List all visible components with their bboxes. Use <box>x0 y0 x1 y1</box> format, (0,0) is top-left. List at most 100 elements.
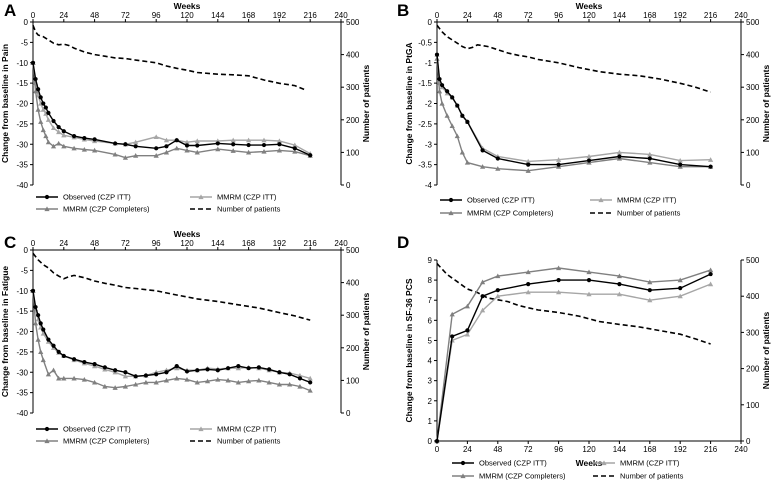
data-point-completers <box>449 311 455 317</box>
y2-tick-label: 500 <box>746 18 760 27</box>
data-point-observed <box>460 113 465 118</box>
x-tick-label: 216 <box>304 239 318 248</box>
data-point-completers <box>143 379 149 385</box>
data-point-completers <box>677 277 683 283</box>
x-tick-label: 168 <box>242 11 256 20</box>
data-point-observed <box>46 110 51 115</box>
data-point-completers <box>215 376 221 382</box>
data-point-completers <box>92 379 98 385</box>
series-line-patients <box>32 25 306 91</box>
data-point-completers <box>307 387 313 393</box>
y2-tick-label: 200 <box>746 365 760 374</box>
data-point-completers <box>44 438 50 444</box>
x-tick-label: 216 <box>304 11 318 20</box>
y-tick-label: -40 <box>16 409 28 418</box>
x-tick-label: 240 <box>734 445 748 454</box>
data-point-observed <box>174 364 179 369</box>
data-point-observed <box>647 156 652 161</box>
y-tick-label: -1 <box>425 59 433 68</box>
data-point-observed <box>113 368 118 373</box>
data-point-observed <box>277 370 282 375</box>
x-tick-label: 216 <box>704 11 718 20</box>
data-point-completers <box>647 159 653 165</box>
series-mmrm <box>434 281 714 444</box>
data-point-mmrm <box>133 139 139 145</box>
data-point-observed <box>434 52 440 57</box>
legend-item-completers: MMRM (CZP Completers) <box>36 437 150 446</box>
data-point-observed <box>445 89 450 94</box>
data-point-completers <box>215 146 221 152</box>
data-point-completers <box>44 206 50 212</box>
series-observed <box>30 288 313 385</box>
x-tick-label: 144 <box>613 445 627 454</box>
x-tick-label: 72 <box>524 11 533 20</box>
y-tick-label: 9 <box>428 256 433 265</box>
legend-label: MMRM (CZP ITT) <box>217 193 277 202</box>
data-point-observed <box>36 87 41 92</box>
data-point-observed <box>113 141 118 146</box>
x-tick-label: 192 <box>674 445 688 454</box>
series-line-patients <box>32 252 311 321</box>
series-completers <box>30 288 313 393</box>
data-point-observed <box>277 142 282 147</box>
y-tick-label: -0.5 <box>418 38 432 47</box>
data-point-observed <box>460 460 466 466</box>
y-tick-label: -2.5 <box>418 120 432 129</box>
data-point-completers <box>297 383 303 389</box>
data-point-observed <box>51 343 56 348</box>
legend-label: Observed (CZP ITT) <box>63 193 131 202</box>
data-point-observed <box>450 334 455 339</box>
data-point-observed <box>678 286 683 291</box>
data-point-observed <box>437 76 442 82</box>
y-axis-title: Change from baseline in PtGA <box>404 42 414 164</box>
data-point-completers <box>174 375 180 381</box>
data-point-observed <box>617 154 622 159</box>
data-point-observed <box>480 294 485 299</box>
y2-tick-label: 300 <box>346 83 360 92</box>
legend-label: MMRM (CZP Completers) <box>479 472 566 481</box>
data-point-observed <box>526 162 531 167</box>
data-point-observed <box>43 105 48 110</box>
data-point-mmrm <box>677 157 683 163</box>
data-point-completers <box>647 279 653 285</box>
chart-panel-b: B 0 24 48 72 96 120 144 168 192 216 240 Weeks 0 -0.5 -1… <box>397 1 771 218</box>
data-point-mmrm <box>307 375 313 381</box>
data-point-completers <box>444 113 450 118</box>
data-point-observed <box>556 278 561 283</box>
data-point-completers <box>50 367 57 373</box>
y-axis-title: Change from baseline in SF-36 PCS <box>404 278 414 422</box>
series-patients <box>436 263 711 345</box>
y-tick-label: -20 <box>16 100 28 109</box>
y2-axis-title: Number of patients <box>761 65 771 143</box>
x-tick-label: 24 <box>463 445 472 454</box>
y-tick-label: 0 <box>428 18 433 27</box>
data-point-completers <box>56 140 62 146</box>
data-point-mmrm <box>708 157 714 162</box>
x-tick-label: 120 <box>180 11 194 20</box>
data-point-mmrm <box>198 194 204 200</box>
y-axis-title: Change from baseline in Fatigue <box>0 266 10 398</box>
data-point-mmrm <box>43 111 49 116</box>
x-tick-label: 24 <box>463 11 472 20</box>
y-tick-label: 2 <box>428 397 433 406</box>
data-point-observed <box>164 370 169 375</box>
data-point-mmrm <box>586 291 592 297</box>
x-tick-label: 0 <box>31 239 36 248</box>
data-point-completers <box>71 375 77 381</box>
x-tick-label: 192 <box>273 239 287 248</box>
data-point-observed <box>143 373 149 378</box>
panel-letter: B <box>397 1 409 20</box>
panel-letter: D <box>397 233 409 252</box>
data-point-completers <box>276 147 282 153</box>
data-point-completers <box>246 378 252 384</box>
data-point-observed <box>586 278 592 283</box>
data-point-completers <box>71 145 77 151</box>
data-point-observed <box>44 426 50 432</box>
chart-panel-d: D 0 24 48 72 96 120 144 168 192 216 240 Weeks 0 1 2 3 4 5 6… <box>397 233 771 481</box>
x-tick-label: 0 <box>31 11 36 20</box>
data-point-completers <box>40 127 46 133</box>
x-tick-label: 216 <box>704 445 718 454</box>
data-point-completers <box>194 149 200 155</box>
legend-item-completers: MMRM (CZP Completers) <box>36 205 150 214</box>
